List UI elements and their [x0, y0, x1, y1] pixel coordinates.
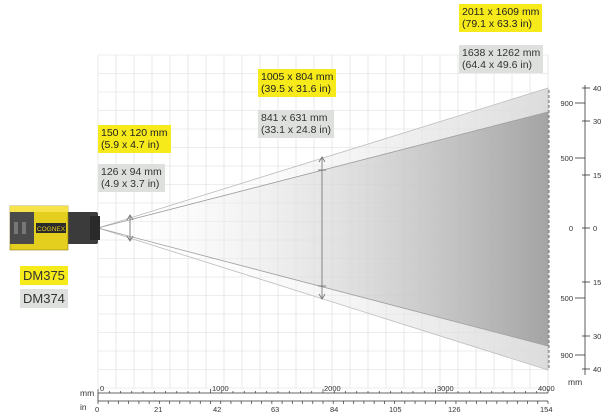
y-axis: [575, 85, 590, 375]
label-line1: 1005 x 804 mm: [261, 71, 334, 83]
label-mid-dm375: 1005 x 804 mm (39.5 x 31.6 in): [258, 69, 337, 97]
x-tick-label-in: 0: [95, 405, 99, 414]
y-tick-label-in: 0: [593, 224, 597, 233]
label-line1: 1638 x 1262 mm: [462, 47, 541, 59]
y-tick-label-mm: 0: [569, 224, 573, 233]
y-axis-tick-labels: 900 500 0 500 900 40 30 15 0 15 30 40: [560, 84, 601, 374]
y-tick-label-in: 15: [593, 278, 601, 287]
y-tick-label-in: 40: [593, 365, 601, 374]
label-line1: 841 x 631 mm: [261, 112, 328, 124]
camera-icon: COGNEX: [9, 205, 100, 251]
y-axis-unit: mm: [568, 377, 582, 387]
y-tick-label-in: 15: [593, 171, 601, 180]
label-line2: (39.5 x 31.6 in): [261, 83, 332, 95]
label-far-dm375: 2011 x 1609 mm (79.1 x 63.3 in): [459, 4, 543, 32]
dimension-marker-mid: [318, 156, 326, 300]
label-mid-dm374: 841 x 631 mm (33.1 x 24.8 in): [258, 110, 335, 138]
dimension-marker-near: [126, 214, 134, 242]
label-far-dm374: 1638 x 1262 mm (64.4 x 49.6 in): [459, 45, 544, 73]
model-dm375: DM375: [20, 266, 68, 285]
y-tick-label-in: 30: [593, 332, 601, 341]
y-tick-label-in: 30: [593, 117, 601, 126]
y-tick-label-mm: 500: [560, 294, 573, 303]
x-axis-unit-mm: mm: [80, 388, 94, 398]
label-line1: 2011 x 1609 mm: [462, 6, 540, 18]
x-tick-label-in: 21: [154, 405, 162, 414]
y-tick-label-mm: 500: [560, 154, 573, 163]
label-line2: (33.1 x 24.8 in): [261, 124, 332, 136]
label-line1: 126 x 94 mm: [101, 166, 162, 178]
x-tick-label-mm: 1000: [212, 384, 229, 393]
y-tick-label-mm: 900: [560, 351, 573, 360]
label-line2: (5.9 x 4.7 in): [101, 139, 160, 151]
label-line2: (4.9 x 3.7 in): [101, 178, 160, 190]
x-tick-label-in: 154: [540, 405, 553, 414]
label-line2: (79.1 x 63.3 in): [462, 18, 533, 30]
x-tick-label-in: 105: [389, 405, 402, 414]
camera-brand: COGNEX: [37, 226, 66, 233]
x-axis-unit-in: in: [80, 402, 87, 412]
model-dm374: DM374: [20, 289, 68, 308]
y-tick-label-in: 40: [593, 84, 601, 93]
label-line2: (64.4 x 49.6 in): [462, 59, 533, 71]
x-tick-label-in: 42: [213, 405, 221, 414]
x-tick-label-mm: 3000: [437, 384, 454, 393]
x-axis-ticks: [97, 389, 549, 404]
x-tick-label-in: 63: [271, 405, 279, 414]
label-near-dm375: 150 x 120 mm (5.9 x 4.7 in): [98, 125, 171, 153]
x-tick-label-mm: 0: [100, 384, 104, 393]
x-tick-label-in: 126: [448, 405, 461, 414]
y-tick-label-mm: 900: [560, 99, 573, 108]
x-tick-label-in: 84: [330, 405, 338, 414]
label-line1: 150 x 120 mm: [101, 127, 168, 139]
label-near-dm374: 126 x 94 mm (4.9 x 3.7 in): [98, 164, 165, 192]
x-tick-label-mm: 2000: [324, 384, 341, 393]
x-axis: [97, 392, 548, 402]
x-tick-label-mm: 4000: [538, 384, 555, 393]
x-axis-tick-labels: 0 1000 2000 3000 4000 0 21 42 63 84 105 126 154: [95, 384, 555, 414]
